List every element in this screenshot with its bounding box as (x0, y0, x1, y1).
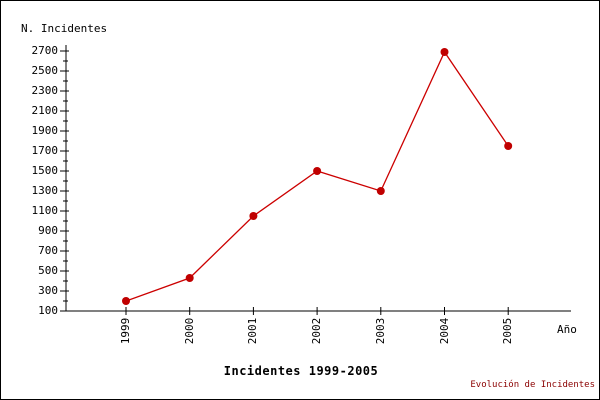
y-tick-label: 700 (38, 244, 58, 257)
x-tick-label: 2003 (373, 317, 387, 345)
x-axis-title: Año (557, 323, 577, 336)
y-tick-label: 500 (38, 264, 58, 277)
x-tick-label: 2000 (182, 317, 196, 345)
y-tick-label: 300 (38, 284, 58, 297)
data-point (313, 167, 322, 175)
chart-title: Incidentes 1999-2005 (223, 364, 379, 378)
x-tick-label: 2004 (437, 317, 451, 345)
y-tick-label: 1900 (31, 124, 59, 137)
data-point (185, 274, 194, 282)
data-point (504, 142, 513, 150)
data-point (122, 297, 130, 305)
y-tick-label: 2300 (31, 84, 59, 97)
y-tick-label: 2500 (31, 64, 59, 77)
y-tick-label: 1700 (31, 144, 59, 157)
y-tick-label: 100 (38, 304, 58, 317)
chart-footer: Evolución de Incidentes (470, 380, 595, 390)
y-tick-label: 1500 (31, 164, 59, 177)
y-tick-label: 1100 (31, 204, 59, 217)
data-point (249, 212, 258, 220)
x-tick-label: 2001 (246, 317, 260, 345)
x-tick-label: 2005 (501, 317, 515, 345)
y-tick-label: 2100 (31, 104, 59, 117)
data-line (125, 50, 509, 302)
y-axis-title: N. Incidentes (21, 22, 108, 35)
y-tick-label: 900 (38, 224, 58, 237)
y-tick-label: 1300 (31, 184, 59, 197)
y-tick-label: 2700 (31, 44, 59, 57)
x-tick-label: 1999 (119, 317, 132, 345)
data-point (440, 48, 449, 56)
data-point (376, 187, 385, 195)
x-tick-label: 2002 (310, 317, 324, 345)
